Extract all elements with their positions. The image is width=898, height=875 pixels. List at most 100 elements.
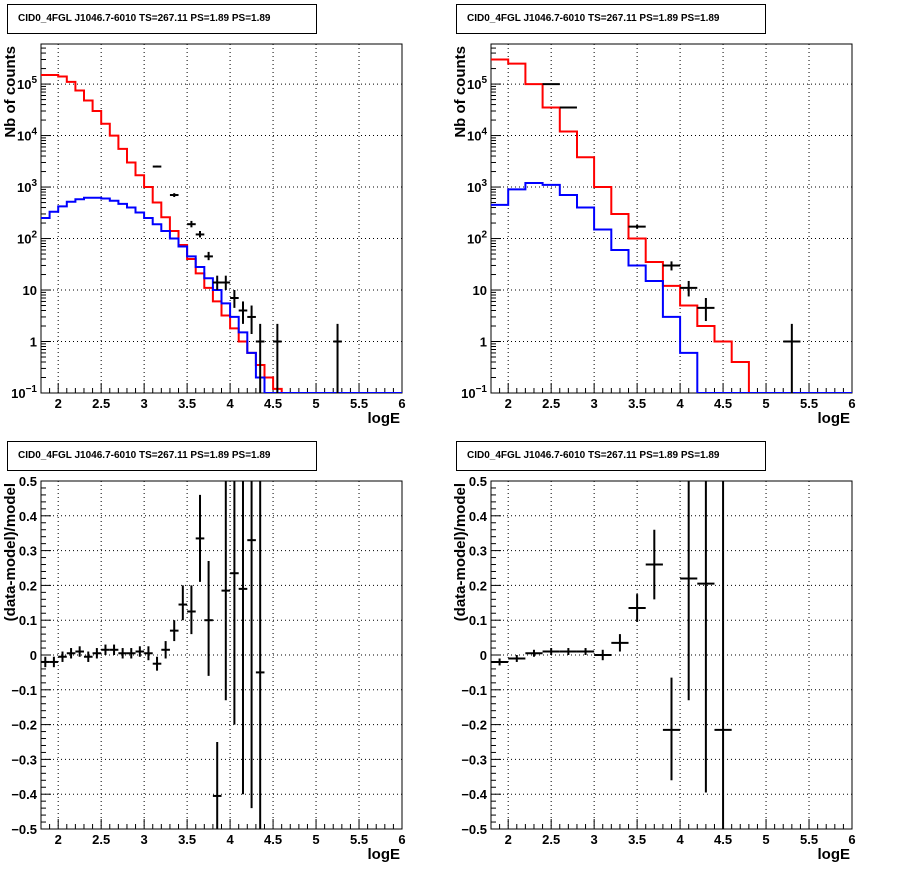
data-point — [212, 275, 222, 291]
data-point — [542, 648, 560, 655]
y-tick-label: −0.5 — [461, 822, 487, 837]
data-point — [178, 585, 188, 621]
chart-title-top-left: CID0_4FGL J1046.7-6010 TS=267.11 PS=1.89… — [7, 4, 317, 34]
y-tick-label: 105 — [467, 75, 487, 92]
data-point — [187, 220, 196, 228]
data-point — [645, 529, 663, 600]
y-tick-label: 103 — [467, 178, 487, 195]
data-layer — [41, 74, 402, 393]
x-tick-label: 5 — [762, 396, 769, 411]
y-tick-label: 0.3 — [19, 544, 37, 559]
data-point — [66, 648, 76, 659]
data-layer — [491, 58, 852, 393]
data-point — [49, 656, 59, 668]
data-point — [576, 648, 595, 655]
x-tick-label: 3.5 — [628, 396, 646, 411]
data-point — [204, 251, 213, 261]
x-tick-label: 6 — [398, 396, 405, 411]
y-tick-label: −0.2 — [461, 718, 487, 733]
x-tick-label: 3 — [141, 396, 148, 411]
histogram-series-1 — [41, 196, 402, 393]
data-point — [247, 481, 256, 809]
histogram-series-0 — [41, 74, 402, 393]
x-tick-label: 3 — [591, 832, 598, 847]
data-point — [75, 646, 84, 657]
y-tick-label: 0.1 — [469, 613, 487, 628]
data-point — [238, 301, 248, 324]
chart-title-bottom-left: CID0_4FGL J1046.7-6010 TS=267.11 PS=1.89… — [7, 441, 317, 471]
data-point — [508, 655, 526, 662]
y-tick-label: −0.4 — [11, 787, 37, 802]
y-tick-label: −0.5 — [11, 822, 37, 837]
y-tick-label: 0.3 — [469, 544, 487, 559]
plot-panel-0: 2 2.5 3 3.5 4 4.5 5 5.5 6 10−1 1 10 102 103 104 105 logE… — [2, 43, 406, 427]
y-tick-label: −0.4 — [461, 787, 487, 802]
data-point — [221, 481, 231, 701]
data-point — [92, 648, 102, 659]
x-tick-label: 2 — [55, 832, 62, 847]
y-tick-label: 0.5 — [19, 474, 37, 489]
x-tick-label: 3.5 — [178, 396, 196, 411]
data-point — [255, 323, 265, 393]
data-point — [255, 481, 265, 829]
y-axis-title: (data-model)/model — [2, 483, 19, 621]
x-tick-label: 3 — [141, 832, 148, 847]
y-tick-label: 10−1 — [11, 384, 37, 401]
data-point — [204, 561, 213, 676]
x-tick-label: 4 — [226, 832, 234, 847]
histogram-series-0 — [491, 58, 852, 393]
data-point — [238, 481, 248, 795]
y-tick-label: 104 — [17, 127, 37, 144]
x-tick-label: 4 — [226, 396, 234, 411]
data-point — [169, 193, 179, 198]
y-axis-title: (data-model)/model — [452, 483, 469, 621]
data-point — [714, 481, 732, 829]
data-point — [152, 656, 162, 671]
data-point — [594, 649, 612, 661]
data-point — [697, 297, 715, 322]
chart-title-top-right: CID0_4FGL J1046.7-6010 TS=267.11 PS=1.89… — [456, 4, 766, 34]
y-tick-label: 104 — [467, 127, 487, 144]
x-tick-label: 2 — [505, 832, 512, 847]
data-point — [525, 649, 543, 657]
x-tick-label: 5.5 — [350, 832, 368, 847]
x-tick-label: 5.5 — [350, 396, 368, 411]
x-tick-label: 5 — [762, 832, 769, 847]
data-point — [783, 323, 801, 393]
y-tick-label: −0.1 — [461, 683, 487, 698]
x-tick-label: 2 — [505, 396, 512, 411]
y-axis-title: Nb of counts — [2, 46, 19, 138]
data-point — [247, 305, 256, 334]
x-tick-label: 4 — [676, 396, 684, 411]
y-tick-label: −0.2 — [11, 718, 37, 733]
data-point — [680, 280, 698, 297]
data-point — [221, 275, 231, 291]
x-tick-label: 5.5 — [800, 396, 818, 411]
x-tick-label: 5.5 — [800, 832, 818, 847]
chart-title-bottom-right: CID0_4FGL J1046.7-6010 TS=267.11 PS=1.89… — [456, 441, 766, 471]
y-tick-label: 0.4 — [469, 509, 488, 524]
x-tick-label: 6 — [848, 396, 855, 411]
data-layer — [491, 481, 732, 829]
data-point — [195, 231, 205, 238]
data-point — [169, 620, 179, 642]
data-point — [697, 481, 715, 793]
x-tick-label: 5 — [312, 832, 319, 847]
y-tick-label: 102 — [467, 230, 487, 247]
plot-panel-2: 2 2.5 3 3.5 4 4.5 5 5.5 6 −0.5 −0.4 −0.3 −0.2 −0.1 0 0.… — [2, 474, 406, 863]
y-tick-label: 1 — [30, 335, 37, 350]
x-axis-title: logE — [368, 846, 401, 863]
y-tick-label: 1 — [480, 335, 487, 350]
data-point — [41, 656, 50, 668]
x-tick-label: 6 — [848, 832, 855, 847]
y-tick-label: 0.2 — [469, 578, 487, 593]
data-point — [118, 648, 127, 659]
x-tick-label: 6 — [398, 832, 405, 847]
histogram-series-1 — [491, 182, 852, 393]
x-tick-label: 4.5 — [714, 832, 732, 847]
y-tick-label: 102 — [17, 230, 37, 247]
y-tick-label: 0 — [30, 648, 37, 663]
x-tick-label: 3.5 — [178, 832, 196, 847]
data-point — [559, 106, 577, 109]
data-point — [628, 224, 646, 229]
